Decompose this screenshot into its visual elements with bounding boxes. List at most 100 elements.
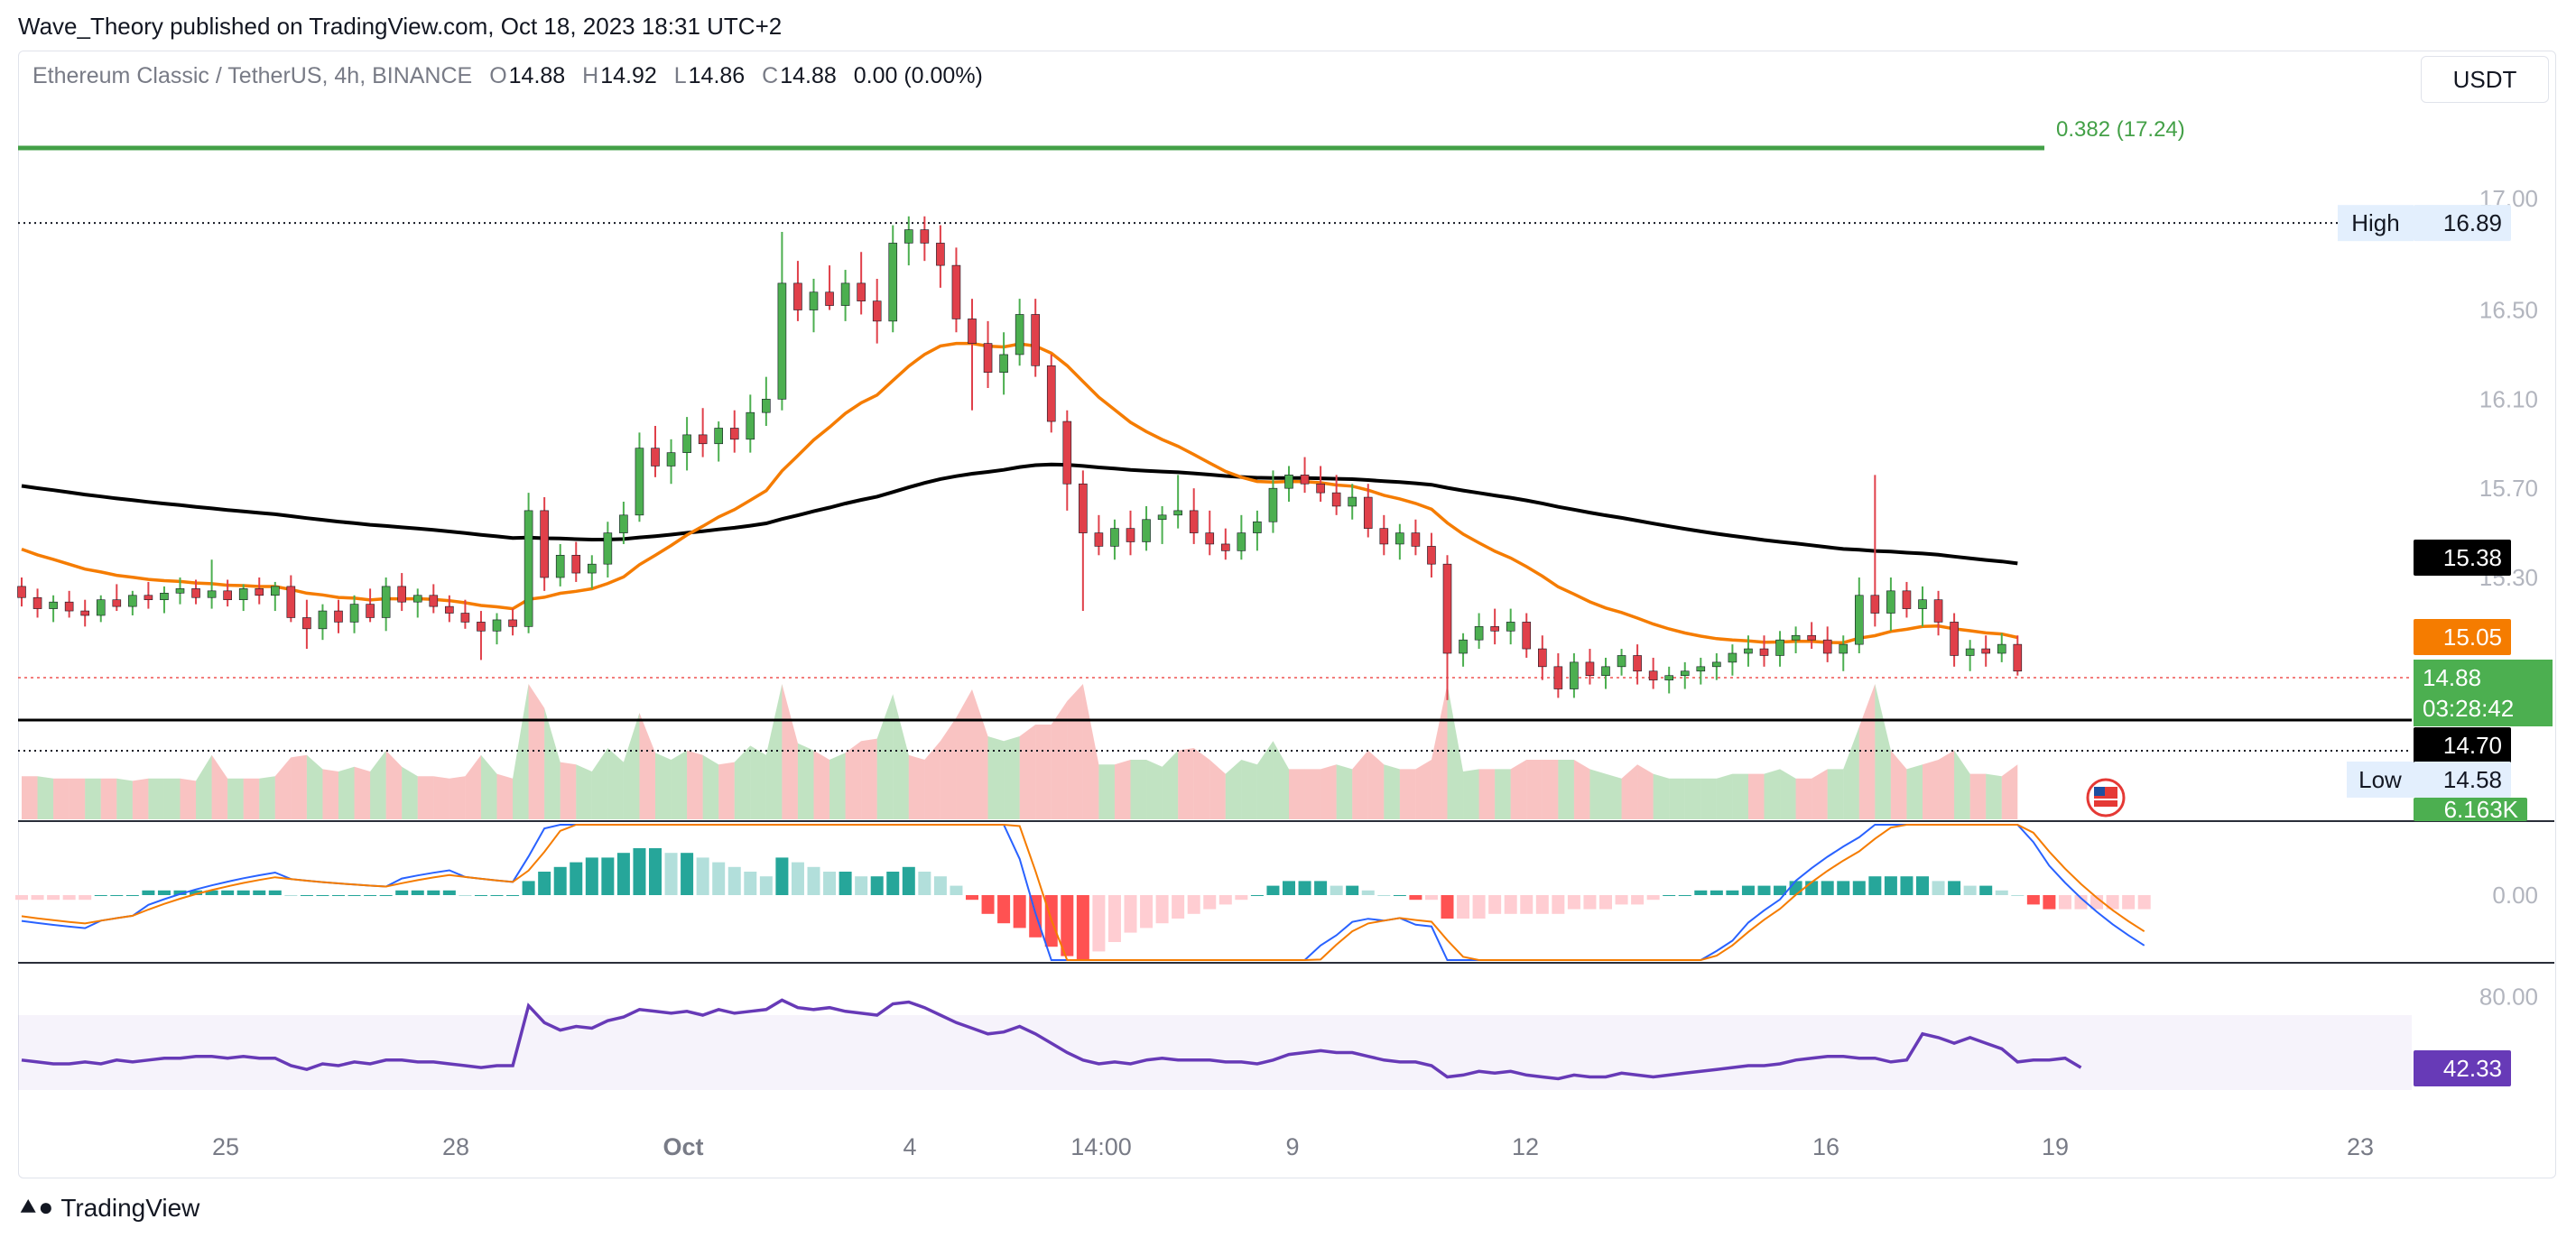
macd-histogram-bar [1107,895,1121,942]
candle-body [1253,521,1262,533]
volume-area-segment [1178,748,1194,819]
price-tick-label: 16.50 [2479,297,2538,324]
macd-histogram-bar [1710,890,1723,895]
candle-body [1822,639,1832,654]
volume-area-segment [1019,725,1036,819]
volume-area-segment [956,689,972,819]
volume-area-segment [655,753,672,819]
candle-body [920,229,930,244]
volume-area-segment [591,748,608,819]
candle-body [1839,643,1849,654]
macd-histogram-bar [1837,881,1850,895]
macd-histogram-bar [1013,895,1026,928]
macd-histogram-bar [601,857,615,895]
macd-histogram-bar [2137,895,2151,910]
macd-histogram-bar [442,890,456,895]
macd-histogram-bar [1774,885,1787,895]
volume-area-segment [671,750,688,819]
candle-body [1648,670,1658,680]
volume-area-segment [1478,769,1496,819]
volume-area-segment [1035,725,1052,819]
candle-body [349,604,359,623]
candle-body [1094,532,1104,547]
volume-area-segment [1684,778,1701,819]
volume-area-segment [291,754,307,819]
volume-area-segment [1780,769,1796,819]
countdown-label: 03:28:42 [2423,695,2514,722]
volume-area-segment [259,776,275,819]
macd-zero-label: 0.00 [2492,882,2538,909]
macd-histogram-bar [1409,895,1422,901]
macd-histogram-bar [570,862,583,895]
macd-histogram-bar [1694,890,1708,895]
macd-histogram-bar [918,872,931,895]
candle-body [1870,595,1880,614]
macd-histogram-bar [2090,895,2104,910]
macd-histogram-bar [1346,885,1359,895]
volume-area-segment [1969,773,1987,819]
candle-body [1142,519,1151,542]
change-value: 0.00 (0.00%) [853,63,983,88]
macd-histogram-bar [997,895,1011,924]
tradingview-logo[interactable]: ⯅● TradingView [18,1193,199,1223]
volume-area-segment [85,778,101,819]
volume-area-segment [1747,773,1765,819]
candle-body [1728,652,1737,663]
macd-histogram-bar [807,866,820,895]
macd-histogram-bar [727,866,741,895]
candle-body [2013,643,2023,672]
currency-button[interactable]: USDT [2421,56,2549,103]
candle-body [1237,532,1246,551]
macd-histogram-bar [79,895,92,901]
candle-body [1268,487,1278,522]
macd-histogram-bar [125,895,139,896]
volume-area-segment [940,717,957,819]
volume-area-segment [1938,750,1955,819]
close-value: 14.88 [780,63,837,88]
volume-area-segment [893,694,909,819]
macd-histogram-bar [522,881,535,895]
us-flag-icon [2086,778,2126,818]
volume-area-segment [370,750,386,819]
candle-body [762,399,771,413]
candle-body [255,588,264,596]
volume-area-segment [1542,760,1559,819]
macd-histogram-bar [1631,895,1645,905]
candle-body [492,619,502,632]
macd-histogram-bar [696,857,709,895]
candle-body [160,592,169,601]
candle-body [1506,622,1515,632]
macd-histogram-bar [538,872,551,895]
candle-body [270,586,280,596]
time-tick-label: 14:00 [1070,1133,1132,1160]
high-price-label-bg [2414,205,2511,242]
volume-area-segment [1114,760,1131,819]
candle-body [477,622,486,632]
macd-histogram-bar [870,876,884,895]
candle-body [635,448,644,516]
tradingview-logo-icon: ⯅● [18,1193,54,1221]
candle-body [1474,626,1484,641]
volume-area-segment [496,773,514,819]
ema-line [21,341,2018,644]
macd-histogram-bar [1868,876,1882,895]
macd-histogram-bar [490,895,504,896]
volume-area-segment [1732,773,1748,819]
volume-area-segment [1399,769,1416,819]
volume-area-segment [1510,760,1527,819]
candle-body [951,264,961,319]
candle-body [857,282,866,301]
macd-histogram-bar [902,866,915,895]
candle-body [381,586,391,618]
time-tick-label: 19 [2042,1133,2069,1160]
macd-histogram-bar [616,853,630,895]
volume-area-segment [196,754,212,819]
candle-body [1015,314,1024,356]
price-tick-label: 16.10 [2479,385,2538,412]
candle-body [968,319,977,344]
symbol-title[interactable]: Ethereum Classic / TetherUS, 4h, BINANCE [32,63,473,88]
macd-histogram-bar [236,890,250,895]
volume-area-segment [1463,769,1479,819]
macd-histogram-bar [933,876,947,895]
